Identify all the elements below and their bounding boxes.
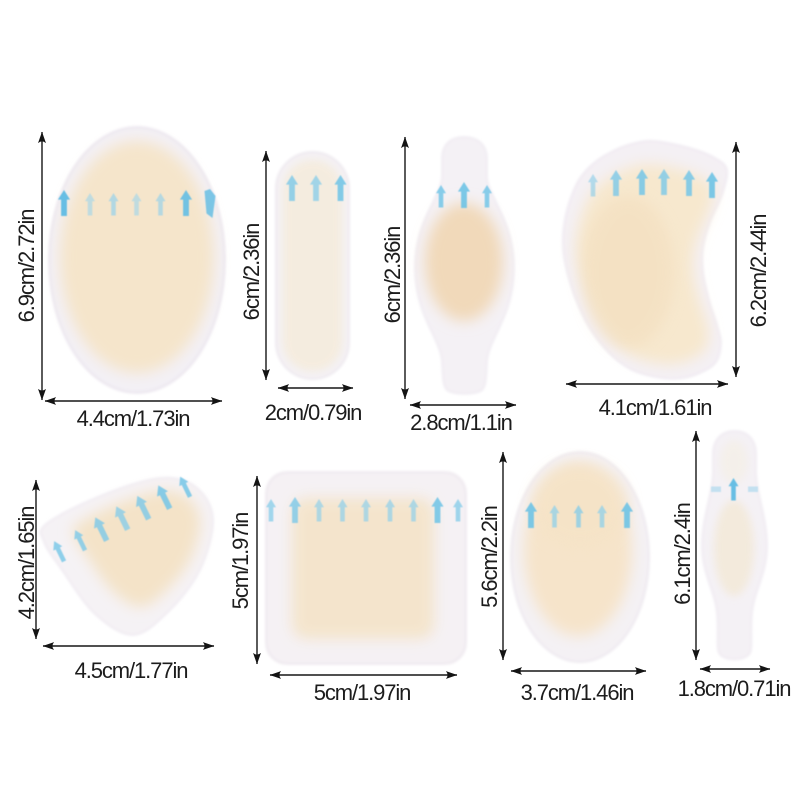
svg-text:6cm/2.36in: 6cm/2.36in <box>380 227 405 324</box>
svg-text:3.7cm/1.46in: 3.7cm/1.46in <box>521 680 634 705</box>
svg-text:4.1cm/1.61in: 4.1cm/1.61in <box>599 395 712 420</box>
svg-text:6.9cm/2.72in: 6.9cm/2.72in <box>14 210 39 323</box>
svg-text:5cm/1.97in: 5cm/1.97in <box>314 680 411 705</box>
svg-text:4.5cm/1.77in: 4.5cm/1.77in <box>75 658 188 683</box>
svg-text:5.6cm/2.2in: 5.6cm/2.2in <box>477 506 502 608</box>
svg-text:4.4cm/1.73in: 4.4cm/1.73in <box>77 406 190 431</box>
svg-text:4.2cm/1.65in: 4.2cm/1.65in <box>14 507 39 620</box>
svg-text:6cm/2.36in: 6cm/2.36in <box>239 224 264 321</box>
svg-text:6.1cm/2.4in: 6.1cm/2.4in <box>670 503 695 605</box>
svg-text:2cm/0.79in: 2cm/0.79in <box>265 400 362 425</box>
svg-text:2.8cm/1.1in: 2.8cm/1.1in <box>410 410 512 435</box>
svg-text:1.8cm/0.71in: 1.8cm/0.71in <box>678 676 791 701</box>
svg-text:6.2cm/2.44in: 6.2cm/2.44in <box>746 215 771 328</box>
svg-text:5cm/1.97in: 5cm/1.97in <box>228 513 253 610</box>
